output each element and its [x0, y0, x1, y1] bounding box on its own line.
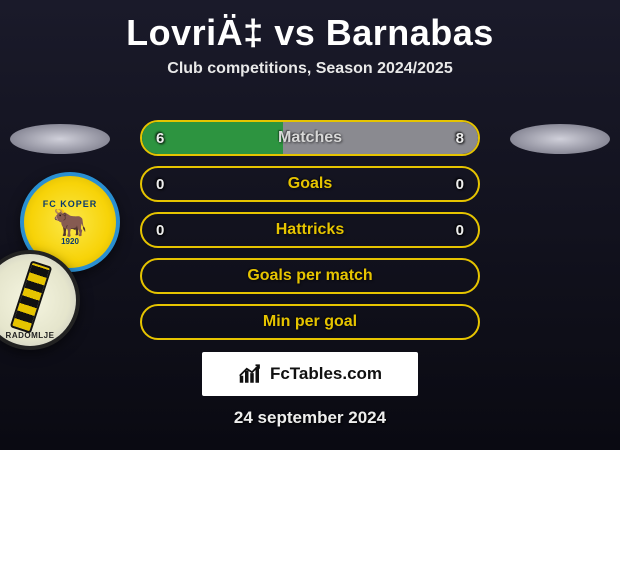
stat-value-left: 0 [156, 176, 164, 193]
stat-row: 6 8 Matches [140, 120, 480, 156]
stat-label: Min per goal [263, 313, 357, 331]
stat-value-right: 8 [456, 130, 464, 147]
page-title: LovriÄ‡ vs Barnabas [0, 0, 620, 54]
player-shadow-left [10, 124, 110, 154]
stat-label: Goals [288, 175, 332, 193]
brand-label: FcTables.com [270, 364, 382, 384]
page-subtitle: Club competitions, Season 2024/2025 [0, 60, 620, 78]
club-right-name: RADOMLJE [6, 331, 55, 340]
club-left-year: 1920 [61, 237, 79, 246]
stat-row: 0 0 Goals [140, 166, 480, 202]
stat-value-right: 0 [456, 176, 464, 193]
stat-label: Hattricks [276, 221, 344, 239]
stripes-icon [10, 260, 53, 333]
stat-value-left: 0 [156, 222, 164, 239]
stat-value-left: 6 [156, 130, 164, 147]
brand-badge: FcTables.com [202, 352, 418, 396]
stats-container: 6 8 Matches 0 0 Goals 0 0 Hattricks Goals per mat… [140, 120, 480, 350]
stat-row: 0 0 Hattricks [140, 212, 480, 248]
date-label: 24 september 2024 [0, 408, 620, 428]
bull-icon: 🐂 [53, 209, 88, 237]
player-shadow-right [510, 124, 610, 154]
stat-value-right: 0 [456, 222, 464, 239]
stat-row: Goals per match [140, 258, 480, 294]
stat-label: Matches [278, 129, 342, 147]
stat-label: Goals per match [247, 267, 372, 285]
stat-row: Min per goal [140, 304, 480, 340]
bars-icon [238, 362, 266, 386]
comparison-card: LovriÄ‡ vs Barnabas Club competitions, S… [0, 0, 620, 450]
